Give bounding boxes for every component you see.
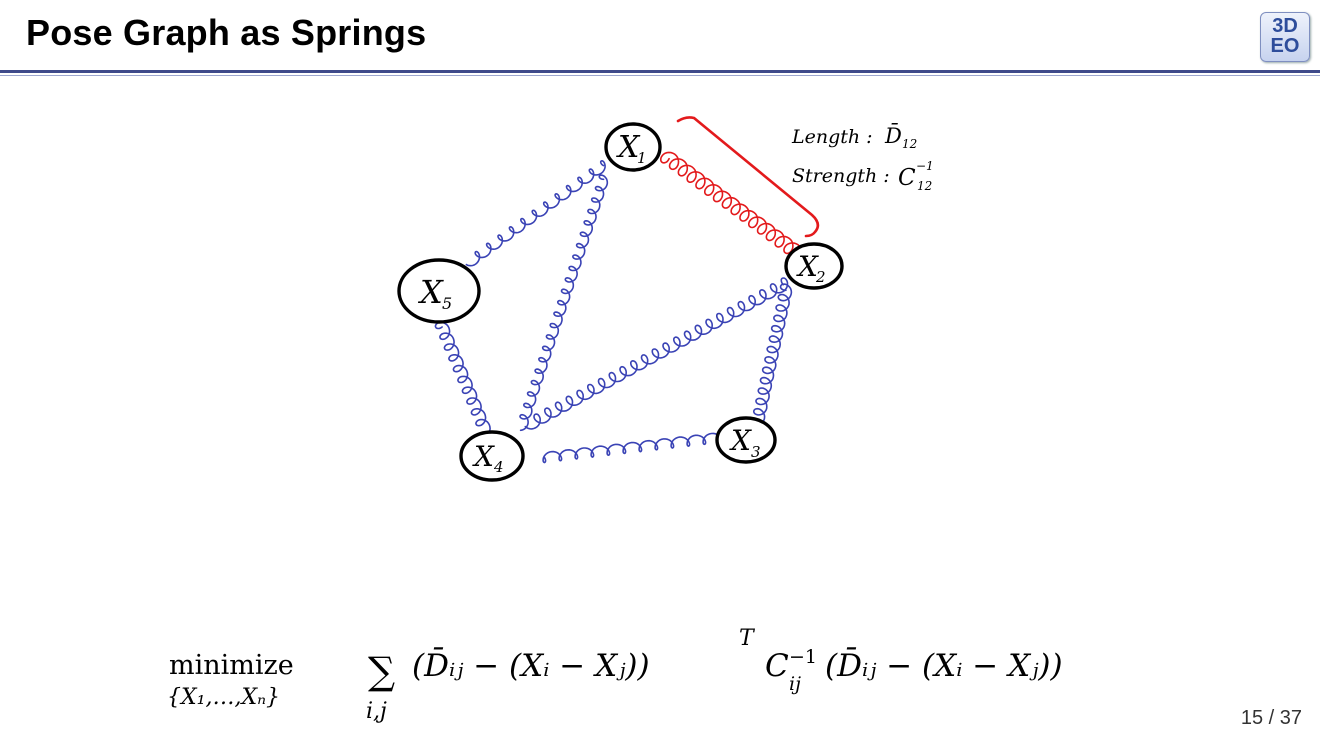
node-x2-circle [784, 242, 844, 290]
node-x3-sub: 3 [751, 443, 761, 461]
strength-symbol: C [898, 165, 916, 191]
node-x2: X 2 [784, 242, 844, 290]
objective-formula: minimize {X₁,…,Xₙ} ∑ i,j (D̄ᵢⱼ − (Xᵢ − X… [167, 626, 1063, 724]
node-x4-sub: 4 [493, 458, 504, 476]
length-bracket [676, 116, 820, 238]
page-number: 15 / 37 [1240, 707, 1302, 729]
node-x1-sub: 1 [637, 149, 647, 167]
logo-line1: 3D [1272, 15, 1298, 37]
springs-layer [434, 151, 803, 464]
formula-body-right: (D̄ᵢⱼ − (Xᵢ − Xⱼ)) [825, 646, 1063, 684]
3deo-logo: 3D EO [1260, 12, 1310, 62]
formula-cov: C [765, 648, 789, 684]
pose-graph-sketch: X 1 X 2 X 3 X 4 X 5 Length : D̄ 12 Stren… [397, 116, 934, 482]
spring-x4-x3 [542, 432, 722, 464]
node-x5: X 5 [397, 258, 481, 324]
node-x1: X 1 [604, 122, 662, 172]
node-x5-label: X [417, 273, 444, 311]
length-sub: 12 [902, 137, 917, 151]
length-label: Length : [791, 126, 873, 148]
formula-sum: ∑ [368, 649, 395, 693]
formula-cov-sub: ij [789, 673, 801, 695]
node-x1-label: X [616, 130, 641, 165]
node-x5-sub: 5 [442, 294, 452, 313]
node-x3-circle [715, 416, 777, 464]
spring-x5-x4 [434, 321, 491, 436]
strength-sup: −1 [916, 159, 934, 173]
spring-x1-x5 [465, 159, 606, 267]
title-rule-thin [0, 75, 1320, 76]
spring-x2-x3 [753, 283, 793, 427]
spring-annotation: Length : D̄ 12 Strength : C 12 −1 [791, 123, 934, 193]
spring-x1-x4 [519, 174, 609, 432]
slide-title: Pose Graph as Springs [26, 12, 427, 53]
formula-operator-sub: {X₁,…,Xₙ} [167, 685, 280, 710]
spring-x2-x4 [524, 277, 789, 430]
title-rule [0, 70, 1320, 73]
node-x1-circle [604, 122, 662, 172]
length-symbol: D̄ [884, 123, 902, 148]
node-x4-label: X [472, 440, 495, 473]
formula-operator: minimize [169, 650, 294, 681]
node-x3-label: X [729, 424, 752, 457]
node-x2-sub: 2 [815, 268, 826, 286]
spring-x1-x2 [660, 151, 803, 257]
logo-line2: EO [1270, 35, 1300, 57]
node-x4: X 4 [459, 430, 525, 482]
strength-sub: 12 [917, 179, 932, 193]
formula-transpose: T [739, 626, 756, 651]
strength-label: Strength : [792, 165, 890, 187]
formula-cov-sup: −1 [789, 646, 817, 668]
formula-sum-sub: i,j [366, 699, 387, 724]
node-x4-circle [459, 430, 525, 482]
node-x3: X 3 [715, 416, 777, 464]
node-x2-label: X [796, 250, 819, 283]
node-x5-circle [397, 258, 481, 324]
formula-body-left: (D̄ᵢⱼ − (Xᵢ − Xⱼ)) [412, 646, 650, 684]
